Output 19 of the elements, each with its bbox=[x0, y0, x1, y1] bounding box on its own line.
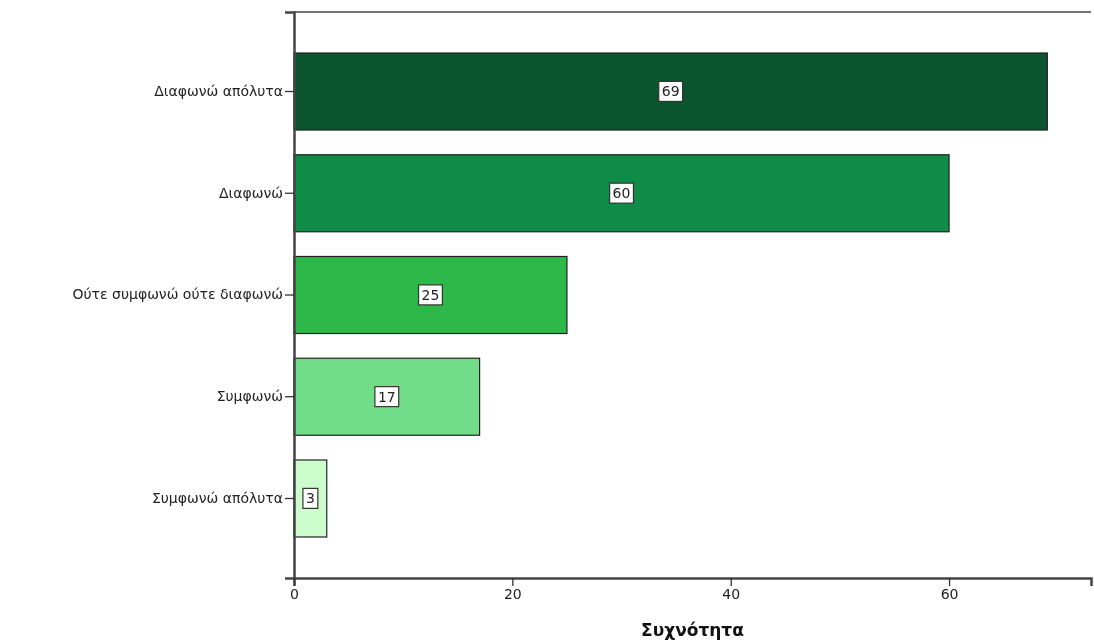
y-tick-label: Ούτε συμφωνώ ούτε διαφωνώ bbox=[72, 286, 283, 303]
x-tick-label: 40 bbox=[722, 585, 741, 602]
x-tick-label: 20 bbox=[503, 585, 522, 602]
x-tick-label: 60 bbox=[940, 585, 959, 602]
y-tick-label: Συμφωνώ bbox=[216, 388, 283, 405]
data-label: 69 bbox=[661, 83, 680, 100]
data-label: 60 bbox=[612, 185, 631, 202]
bar bbox=[293, 357, 481, 436]
bar bbox=[293, 154, 950, 233]
x-tick-label: 0 bbox=[290, 585, 299, 602]
x-axis-title: Συχνότητα bbox=[641, 620, 744, 640]
bar bbox=[293, 255, 568, 335]
data-label: 25 bbox=[421, 286, 440, 303]
y-tick-label: Διαφωνώ bbox=[218, 184, 283, 201]
data-label: 17 bbox=[377, 388, 396, 405]
y-tick-label: Διαφωνώ απόλυτα bbox=[154, 82, 283, 99]
y-tick-label: Συμφωνώ απόλυτα bbox=[151, 489, 283, 506]
bar bbox=[293, 52, 1048, 131]
data-label: 3 bbox=[305, 490, 315, 507]
